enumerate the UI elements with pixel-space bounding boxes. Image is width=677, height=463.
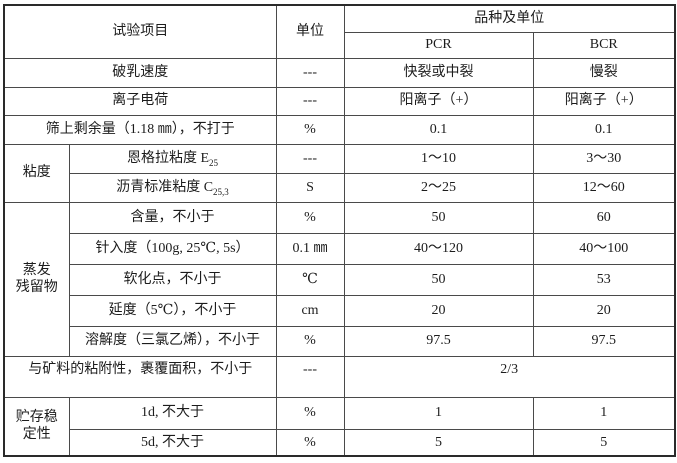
table-header-row: PCR BCR — [4, 31, 676, 59]
cell-item: 5d, 不大于 — [68, 428, 277, 457]
cell-merged-value: 2/3 — [343, 355, 676, 398]
table-row: 软化点，不小于 ℃ 50 53 — [4, 263, 676, 296]
cell-bcr: 60 — [532, 201, 676, 234]
group-label-line: 贮存稳 — [15, 409, 58, 425]
cell-item: 软化点，不小于 — [68, 263, 277, 296]
cell-bcr: 53 — [532, 263, 676, 296]
cell-item: 沥青标准粘度 C25,3 — [68, 172, 277, 203]
cell-bcr: 3～30 — [532, 143, 676, 174]
table-row: 溶解度（三氯乙烯），不小于 % 97.5 97.5 — [4, 325, 676, 357]
cell-pcr: 快裂或中裂 — [343, 57, 534, 88]
cell-bcr: 慢裂 — [532, 57, 676, 88]
cell-unit: % — [275, 325, 345, 357]
table-header-row: 试验项目 单位 品种及单位 — [3, 4, 676, 59]
cell-bcr: 12～60 — [532, 172, 676, 203]
cell-unit: % — [275, 428, 345, 457]
cell-item: 筛上剩余量（1.18 ㎜），不打于 — [3, 114, 277, 145]
group-storage-stability: 贮存稳 定性 — [3, 396, 70, 457]
table-row: 破乳速度 --- 快裂或中裂 慢裂 — [3, 57, 676, 88]
group-label-line: 蒸发 — [22, 262, 51, 278]
table-row: 粘度 恩格拉粘度 E25 --- 1～10 3～30 — [3, 143, 676, 203]
cell-item: 离子电荷 — [3, 86, 277, 116]
cell-item: 破乳速度 — [3, 57, 277, 88]
table-row: 沥青标准粘度 C25,3 S 2～25 12～60 — [4, 172, 676, 203]
cell-bcr: 40～100 — [532, 232, 676, 265]
cell-unit: --- — [275, 86, 345, 116]
cell-unit: --- — [275, 143, 345, 174]
cell-pcr: 1～10 — [343, 143, 534, 174]
header-unit: 单位 — [275, 4, 345, 59]
cell-item: 与矿料的粘附性，裹覆面积，不小于 — [3, 355, 277, 398]
cell-pcr: 40～120 — [343, 232, 534, 265]
item-subscript: 25,3 — [213, 186, 229, 197]
item-subscript: 25 — [209, 157, 219, 168]
item-text: 恩格拉粘度 E — [126, 150, 210, 166]
group-label-line: 残留物 — [15, 280, 58, 295]
cell-pcr: 5 — [343, 428, 534, 457]
table-row: 与矿料的粘附性，裹覆面积，不小于 --- 2/3 — [3, 355, 676, 398]
cell-pcr: 20 — [343, 294, 534, 327]
cell-pcr: 1 — [343, 396, 534, 430]
cell-bcr: 97.5 — [532, 325, 676, 357]
item-text: 沥青标准粘度 C — [116, 179, 214, 195]
cell-item: 溶解度（三氯乙烯），不小于 — [68, 325, 277, 357]
cell-item: 恩格拉粘度 E25 — [68, 143, 277, 174]
cell-unit: % — [275, 201, 345, 234]
cell-bcr: 1 — [532, 396, 676, 430]
emulsified-asphalt-spec-table: 试验项目 单位 品种及单位 PCR BCR 破乳速度 --- 快裂或中裂 慢裂 … — [3, 4, 676, 457]
cell-unit: 0.1 ㎜ — [275, 232, 345, 265]
table-row: 5d, 不大于 % 5 5 — [4, 428, 676, 457]
cell-unit: % — [275, 396, 345, 430]
table-row: 针入度（100g, 25℃, 5s） 0.1 ㎜ 40～120 40～100 — [4, 232, 676, 265]
cell-pcr: 2～25 — [343, 172, 534, 203]
header-bcr: BCR — [532, 31, 676, 59]
cell-bcr: 阳离子（+） — [532, 86, 676, 116]
group-label-line: 定性 — [22, 427, 51, 443]
cell-unit: ℃ — [275, 263, 345, 296]
cell-pcr: 97.5 — [343, 325, 534, 357]
header-pcr: PCR — [343, 31, 534, 59]
table-row: 贮存稳 定性 1d, 不大于 % 1 1 — [3, 396, 676, 457]
table-row: 蒸发 残留物 含量，不小于 % 50 60 — [3, 201, 676, 357]
cell-unit: % — [275, 114, 345, 145]
cell-item: 针入度（100g, 25℃, 5s） — [68, 232, 277, 265]
cell-bcr: 5 — [532, 428, 676, 457]
table-row: 离子电荷 --- 阳离子（+） 阳离子（+） — [3, 86, 676, 116]
cell-item: 含量，不小于 — [68, 201, 277, 234]
cell-item: 1d, 不大于 — [68, 396, 277, 430]
cell-pcr: 0.1 — [343, 114, 534, 145]
cell-unit: --- — [275, 57, 345, 88]
table-row: 筛上剩余量（1.18 ㎜），不打于 % 0.1 0.1 — [3, 114, 676, 145]
cell-pcr: 50 — [343, 263, 534, 296]
cell-pcr: 50 — [343, 201, 534, 234]
cell-bcr: 20 — [532, 294, 676, 327]
header-test-item: 试验项目 — [3, 4, 277, 59]
cell-unit: --- — [275, 355, 345, 398]
group-viscosity: 粘度 — [3, 143, 70, 203]
cell-unit: cm — [275, 294, 345, 327]
cell-item: 延度（5℃），不小于 — [68, 294, 277, 327]
group-evaporation-residue: 蒸发 残留物 — [3, 201, 70, 357]
cell-bcr: 0.1 — [532, 114, 676, 145]
cell-unit: S — [275, 172, 345, 203]
header-variety-and-unit: 品种及单位 — [343, 4, 676, 33]
table-row: 延度（5℃），不小于 cm 20 20 — [4, 294, 676, 327]
cell-pcr: 阳离子（+） — [343, 86, 534, 116]
